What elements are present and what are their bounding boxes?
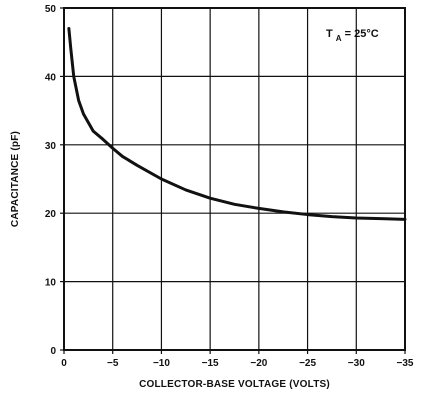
- x-tick-label-0: 0: [61, 358, 67, 369]
- x-tick-label-7: −35: [397, 358, 414, 369]
- temperature-annotation-main: T: [326, 28, 333, 40]
- y-tick-label-5: 50: [45, 4, 57, 15]
- temperature-annotation-subscript: A: [336, 34, 342, 43]
- x-tick-label-2: −10: [153, 358, 170, 369]
- plot-area: [60, 8, 405, 354]
- x-axis-title: COLLECTOR-BASE VOLTAGE (VOLTS): [139, 379, 330, 390]
- x-tick-label-1: −5: [107, 358, 119, 369]
- temperature-annotation-suffix: = 25°C: [345, 28, 379, 40]
- y-tick-label-4: 40: [45, 72, 57, 83]
- x-tick-label-4: −20: [250, 358, 267, 369]
- plot-background: [64, 8, 405, 350]
- x-tick-label-6: −30: [348, 358, 365, 369]
- y-tick-label-1: 10: [45, 278, 57, 289]
- y-tick-label-3: 30: [45, 141, 57, 152]
- y-tick-label-2: 20: [45, 209, 57, 220]
- x-tick-label-5: −25: [299, 358, 316, 369]
- y-axis-title: CAPACITANCE (pF): [10, 131, 21, 227]
- x-tick-label-3: −15: [202, 358, 219, 369]
- y-tick-label-0: 0: [50, 346, 56, 357]
